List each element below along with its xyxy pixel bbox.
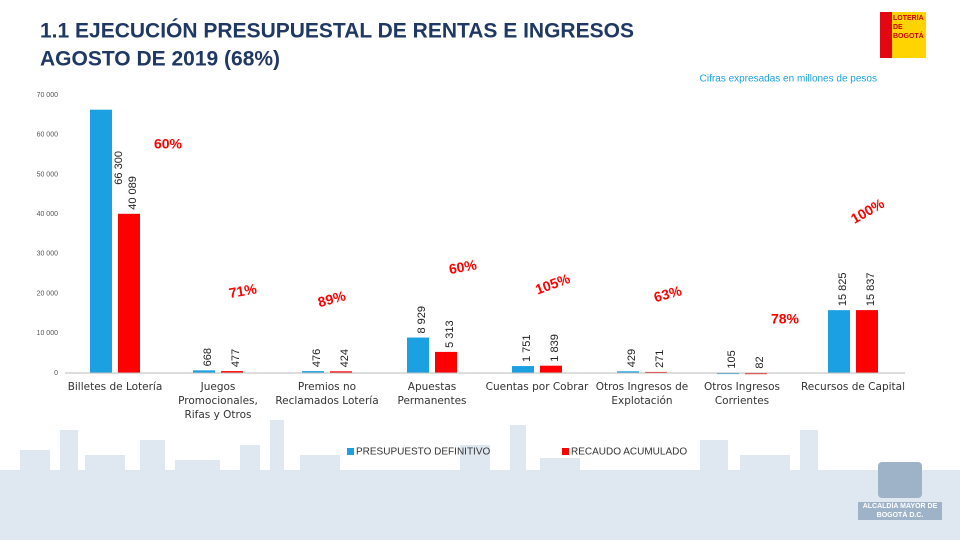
value-label: 668 [202, 348, 214, 366]
logo-top-wrap: LOTERÍA DE BOGOTÁ [893, 15, 924, 40]
x-tick-label: Premios no Reclamados Lotería [275, 381, 379, 407]
percent-bubble [213, 272, 273, 312]
logo-bottom: ALCALDÍA MAYOR DE BOGOTÁ D.C. [858, 502, 942, 520]
x-tick-label: Recursos de Capital [800, 381, 905, 393]
x-tick-label: Otros Ingresos Corrientes [703, 381, 781, 407]
percent-bubble [138, 125, 198, 165]
execution-label: 78% [771, 311, 800, 327]
value-label: 105 [726, 350, 738, 368]
y-tick-label: 0 [54, 370, 58, 377]
value-label: 5 313 [444, 320, 456, 348]
bar [193, 370, 215, 373]
bar [856, 310, 878, 373]
value-label: 8 929 [416, 306, 428, 334]
logo-stripe [880, 12, 892, 58]
x-tick-label: Juegos Promocionales, Rifas y Otros [178, 381, 258, 421]
chart-title: 1.1 EJECUCIÓN PRESUPUESTAL DE RENTAS E I… [40, 19, 634, 43]
x-tick-label: Apuestas Permanentes [397, 381, 467, 407]
value-label: 424 [339, 349, 351, 367]
execution-label: 60% [154, 136, 183, 152]
value-label: 271 [654, 350, 666, 368]
value-label: 40 089 [127, 176, 139, 210]
chart-subtitle: AGOSTO DE 2019 (68%) [40, 48, 280, 71]
bar [435, 351, 457, 373]
bar [512, 366, 534, 373]
bar [330, 371, 352, 373]
value-label: 1 839 [549, 334, 561, 362]
percent-bubble [755, 300, 815, 340]
shield [878, 462, 922, 498]
value-label: 476 [311, 349, 323, 367]
logo-bottom-wrap: ALCALDÍA MAYOR DE BOGOTÁ D.C. [858, 502, 942, 520]
execution-label: 71% [228, 280, 259, 301]
value-label: 1 751 [521, 335, 533, 363]
x-tick-label: Otros Ingresos de Explotación [595, 381, 689, 407]
y-tick-label: 60 000 [37, 132, 59, 139]
bar [118, 213, 140, 373]
bar [617, 371, 639, 373]
value-label: 429 [626, 349, 638, 367]
y-tick-label: 10 000 [37, 330, 59, 337]
legend-swatch [347, 448, 354, 455]
value-label: 15 825 [837, 272, 849, 306]
execution-label: 89% [316, 287, 348, 310]
legend-label: RECAUDO ACUMULADO [571, 447, 687, 458]
bar [828, 310, 850, 373]
value-label: 477 [230, 349, 242, 367]
percent-bubble [838, 192, 898, 232]
bar [302, 371, 324, 373]
skyline [0, 420, 960, 540]
value-label: 82 [754, 356, 766, 368]
bar [540, 365, 562, 373]
percent-bubble [523, 265, 583, 305]
y-tick-label: 50 000 [37, 171, 59, 178]
bar [407, 337, 429, 373]
bar [90, 109, 112, 374]
execution-label: 60% [448, 256, 479, 277]
execution-label: 63% [652, 282, 684, 305]
y-tick-label: 30 000 [37, 251, 59, 258]
y-tick-label: 70 000 [37, 92, 59, 99]
y-tick-label: 20 000 [37, 290, 59, 297]
percent-bubble [638, 275, 698, 315]
bar [221, 371, 243, 373]
y-tick-label: 40 000 [37, 211, 59, 218]
value-label: 66 300 [113, 151, 125, 185]
percent-bubble [433, 248, 493, 288]
value-label: 15 837 [865, 272, 877, 306]
legend-label: PRESUPUESTO DEFINITIVO [356, 447, 491, 458]
logo-top: LOTERÍA DE BOGOTÁ [893, 15, 924, 40]
legend-swatch [562, 448, 569, 455]
note: Cifras expresadas en millones de pesos [700, 74, 877, 85]
x-tick-label: Cuentas por Cobrar [485, 381, 589, 393]
percent-bubble [302, 280, 362, 320]
x-tick-label: Billetes de Lotería [67, 381, 163, 393]
